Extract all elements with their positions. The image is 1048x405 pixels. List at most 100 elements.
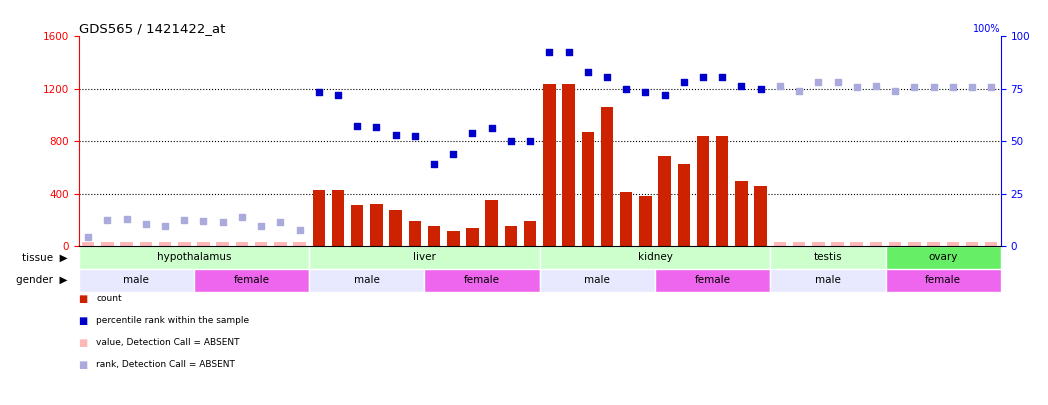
Text: ovary: ovary bbox=[929, 252, 958, 262]
Bar bbox=[851, 243, 863, 246]
Point bbox=[752, 85, 769, 92]
Bar bbox=[428, 226, 440, 246]
Bar bbox=[620, 192, 632, 246]
Point bbox=[675, 79, 692, 85]
Text: ■: ■ bbox=[79, 294, 88, 304]
Bar bbox=[79, 269, 194, 292]
Bar bbox=[121, 243, 133, 246]
Bar bbox=[886, 269, 1001, 292]
Bar bbox=[424, 269, 540, 292]
Bar bbox=[770, 246, 886, 269]
Text: count: count bbox=[96, 294, 122, 303]
Bar bbox=[716, 136, 728, 246]
Bar bbox=[563, 83, 574, 246]
Bar bbox=[543, 83, 555, 246]
Text: testis: testis bbox=[813, 252, 843, 262]
Point bbox=[310, 89, 327, 96]
Bar bbox=[312, 190, 325, 246]
Text: female: female bbox=[234, 275, 269, 285]
Text: female: female bbox=[695, 275, 730, 285]
Bar bbox=[601, 107, 613, 246]
Bar bbox=[139, 243, 152, 246]
Bar bbox=[736, 181, 747, 246]
Bar bbox=[889, 243, 901, 246]
Point bbox=[733, 83, 749, 90]
Bar bbox=[102, 243, 113, 246]
Bar bbox=[194, 269, 309, 292]
Bar bbox=[390, 210, 401, 246]
Point bbox=[522, 138, 539, 145]
Text: male: male bbox=[124, 275, 149, 285]
Bar bbox=[697, 136, 709, 246]
Bar bbox=[909, 243, 920, 246]
Point bbox=[214, 219, 231, 226]
Bar bbox=[927, 243, 940, 246]
Point bbox=[714, 74, 730, 80]
Text: value, Detection Call = ABSENT: value, Detection Call = ABSENT bbox=[96, 338, 240, 347]
Point bbox=[291, 227, 308, 234]
Bar bbox=[870, 243, 882, 246]
Point bbox=[329, 92, 346, 98]
Text: 100%: 100% bbox=[974, 24, 1001, 34]
Point bbox=[695, 74, 712, 80]
Bar bbox=[370, 204, 383, 246]
Point bbox=[118, 215, 135, 222]
Point bbox=[944, 84, 961, 90]
Point bbox=[849, 84, 866, 90]
Bar bbox=[309, 269, 424, 292]
Point bbox=[905, 84, 922, 90]
Point bbox=[271, 219, 288, 225]
Bar bbox=[985, 243, 998, 246]
Point bbox=[887, 88, 903, 95]
Point bbox=[637, 89, 654, 96]
Bar bbox=[770, 269, 886, 292]
Point bbox=[829, 79, 846, 85]
Text: ■: ■ bbox=[79, 316, 88, 326]
Text: kidney: kidney bbox=[637, 252, 673, 262]
Bar bbox=[351, 205, 364, 246]
Text: ■: ■ bbox=[79, 338, 88, 348]
Bar bbox=[255, 243, 267, 246]
Point bbox=[502, 138, 519, 145]
Point bbox=[868, 83, 885, 90]
Bar bbox=[197, 243, 210, 246]
Bar bbox=[966, 243, 978, 246]
Point bbox=[99, 217, 115, 223]
Point bbox=[407, 133, 423, 139]
Point bbox=[176, 217, 193, 223]
Point bbox=[195, 217, 212, 224]
Bar bbox=[755, 186, 767, 246]
Text: male: male bbox=[585, 275, 610, 285]
Bar bbox=[582, 132, 594, 246]
Bar bbox=[309, 246, 540, 269]
Bar bbox=[793, 243, 805, 246]
Bar bbox=[505, 226, 517, 246]
Point bbox=[137, 221, 154, 227]
Bar bbox=[79, 246, 309, 269]
Point bbox=[617, 85, 634, 92]
Point bbox=[483, 125, 500, 131]
Bar bbox=[946, 243, 959, 246]
Text: gender  ▶: gender ▶ bbox=[16, 275, 67, 285]
Bar bbox=[658, 156, 671, 246]
Bar bbox=[409, 221, 421, 246]
Bar bbox=[236, 243, 248, 246]
Text: GDS565 / 1421422_at: GDS565 / 1421422_at bbox=[79, 22, 225, 35]
Point bbox=[541, 49, 558, 55]
Bar bbox=[293, 243, 306, 246]
Point bbox=[810, 79, 827, 85]
Bar bbox=[639, 196, 652, 246]
Point bbox=[598, 74, 615, 80]
Bar bbox=[275, 243, 286, 246]
Point bbox=[580, 68, 596, 75]
Bar bbox=[773, 243, 786, 246]
Bar bbox=[485, 200, 498, 246]
Bar bbox=[831, 243, 844, 246]
Point bbox=[656, 92, 673, 98]
Text: male: male bbox=[354, 275, 379, 285]
Bar bbox=[332, 190, 344, 246]
Bar bbox=[524, 221, 537, 246]
Bar bbox=[466, 228, 479, 246]
Point bbox=[387, 132, 403, 138]
Text: percentile rank within the sample: percentile rank within the sample bbox=[96, 316, 249, 325]
